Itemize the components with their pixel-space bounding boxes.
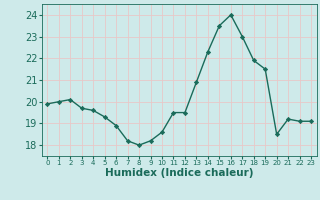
X-axis label: Humidex (Indice chaleur): Humidex (Indice chaleur) (105, 168, 253, 178)
